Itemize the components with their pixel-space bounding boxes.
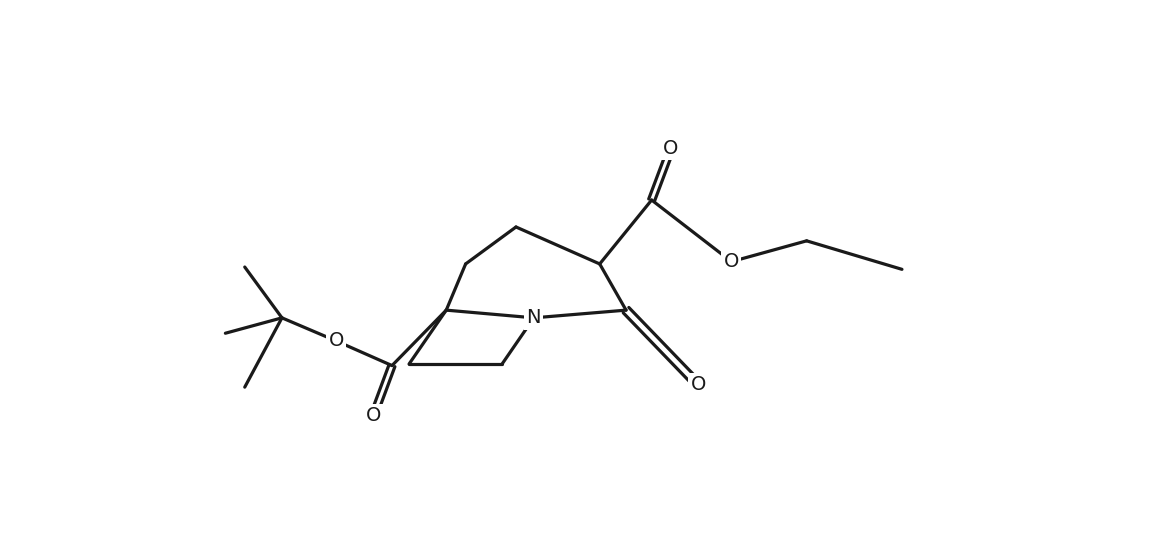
Text: O: O	[328, 331, 344, 350]
Text: O: O	[365, 406, 381, 425]
Text: O: O	[690, 375, 706, 394]
Text: O: O	[723, 252, 740, 271]
Text: N: N	[526, 308, 541, 327]
Text: O: O	[664, 139, 679, 158]
